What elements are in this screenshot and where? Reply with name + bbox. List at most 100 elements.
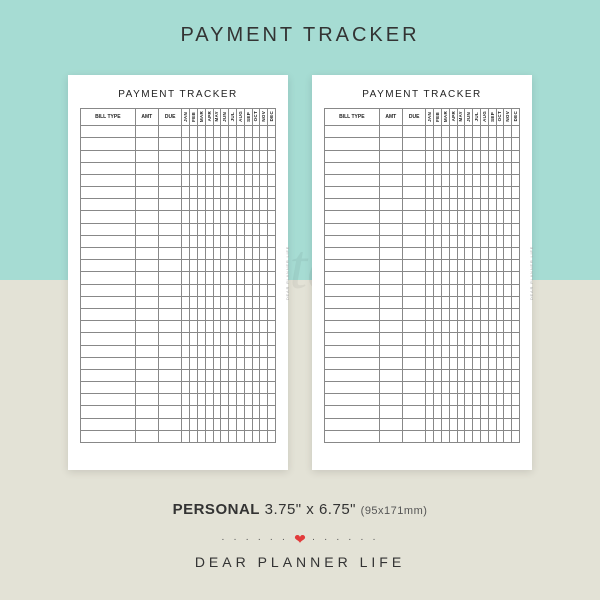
cell bbox=[81, 430, 136, 442]
cell bbox=[197, 394, 205, 406]
cell bbox=[221, 199, 229, 211]
cell bbox=[403, 418, 426, 430]
table-row bbox=[81, 138, 276, 150]
cell bbox=[480, 248, 488, 260]
cell bbox=[159, 174, 182, 186]
cell bbox=[473, 308, 481, 320]
cell bbox=[449, 418, 457, 430]
cell bbox=[205, 418, 213, 430]
cell bbox=[205, 162, 213, 174]
cell bbox=[135, 126, 158, 138]
cell bbox=[190, 406, 198, 418]
cell bbox=[252, 272, 260, 284]
cell bbox=[268, 296, 276, 308]
cell bbox=[449, 162, 457, 174]
cell bbox=[229, 430, 237, 442]
cell bbox=[159, 357, 182, 369]
cell bbox=[473, 150, 481, 162]
cell bbox=[473, 248, 481, 260]
cell bbox=[190, 235, 198, 247]
cell bbox=[504, 248, 512, 260]
cell bbox=[434, 308, 442, 320]
cell bbox=[434, 248, 442, 260]
cell bbox=[426, 260, 434, 272]
cell bbox=[229, 260, 237, 272]
cell bbox=[268, 211, 276, 223]
cell bbox=[488, 284, 496, 296]
cell bbox=[403, 284, 426, 296]
cell bbox=[81, 272, 136, 284]
cell bbox=[229, 418, 237, 430]
cell bbox=[426, 430, 434, 442]
cell bbox=[457, 357, 465, 369]
cell bbox=[449, 406, 457, 418]
cell bbox=[268, 394, 276, 406]
cell bbox=[252, 382, 260, 394]
cell bbox=[190, 321, 198, 333]
cell bbox=[379, 138, 402, 150]
col-header-month: NOV bbox=[504, 109, 512, 126]
cell bbox=[213, 138, 221, 150]
cell bbox=[465, 430, 473, 442]
cell bbox=[252, 211, 260, 223]
cell bbox=[236, 369, 244, 381]
cell bbox=[465, 369, 473, 381]
brand-name: DEAR PLANNER LIFE bbox=[0, 554, 600, 570]
cell bbox=[325, 357, 380, 369]
cell bbox=[268, 406, 276, 418]
cell bbox=[81, 406, 136, 418]
cell bbox=[512, 260, 520, 272]
cell bbox=[512, 284, 520, 296]
cell bbox=[496, 333, 504, 345]
cell bbox=[496, 430, 504, 442]
cell bbox=[473, 394, 481, 406]
col-header-month: JUL bbox=[229, 109, 237, 126]
cell bbox=[512, 174, 520, 186]
cell bbox=[268, 260, 276, 272]
cell bbox=[504, 430, 512, 442]
cell bbox=[434, 430, 442, 442]
cell bbox=[252, 394, 260, 406]
cell bbox=[229, 369, 237, 381]
cell bbox=[512, 357, 520, 369]
cell bbox=[488, 357, 496, 369]
cell bbox=[480, 296, 488, 308]
cell bbox=[512, 321, 520, 333]
cell bbox=[457, 187, 465, 199]
cell bbox=[182, 126, 190, 138]
col-header-month: AUG bbox=[480, 109, 488, 126]
cell bbox=[236, 382, 244, 394]
cell bbox=[426, 308, 434, 320]
cell bbox=[182, 418, 190, 430]
cell bbox=[379, 126, 402, 138]
cell bbox=[426, 296, 434, 308]
cell bbox=[325, 394, 380, 406]
cell bbox=[496, 211, 504, 223]
cell bbox=[473, 418, 481, 430]
cell bbox=[197, 235, 205, 247]
cell bbox=[260, 394, 268, 406]
cell bbox=[504, 284, 512, 296]
cell bbox=[465, 174, 473, 186]
cell bbox=[449, 223, 457, 235]
cell bbox=[457, 406, 465, 418]
page-title: PAYMENT TRACKER bbox=[0, 24, 600, 47]
cell bbox=[441, 235, 449, 247]
cell bbox=[449, 284, 457, 296]
cell bbox=[252, 150, 260, 162]
cell bbox=[260, 162, 268, 174]
cell bbox=[197, 284, 205, 296]
table-row bbox=[325, 174, 520, 186]
cell bbox=[473, 174, 481, 186]
cell bbox=[236, 223, 244, 235]
cell bbox=[441, 284, 449, 296]
col-header: AMT bbox=[379, 109, 402, 126]
cell bbox=[135, 199, 158, 211]
cell bbox=[221, 223, 229, 235]
cell bbox=[229, 308, 237, 320]
table-row bbox=[81, 235, 276, 247]
table-row bbox=[81, 333, 276, 345]
cell bbox=[504, 223, 512, 235]
cell bbox=[403, 394, 426, 406]
cell bbox=[449, 333, 457, 345]
